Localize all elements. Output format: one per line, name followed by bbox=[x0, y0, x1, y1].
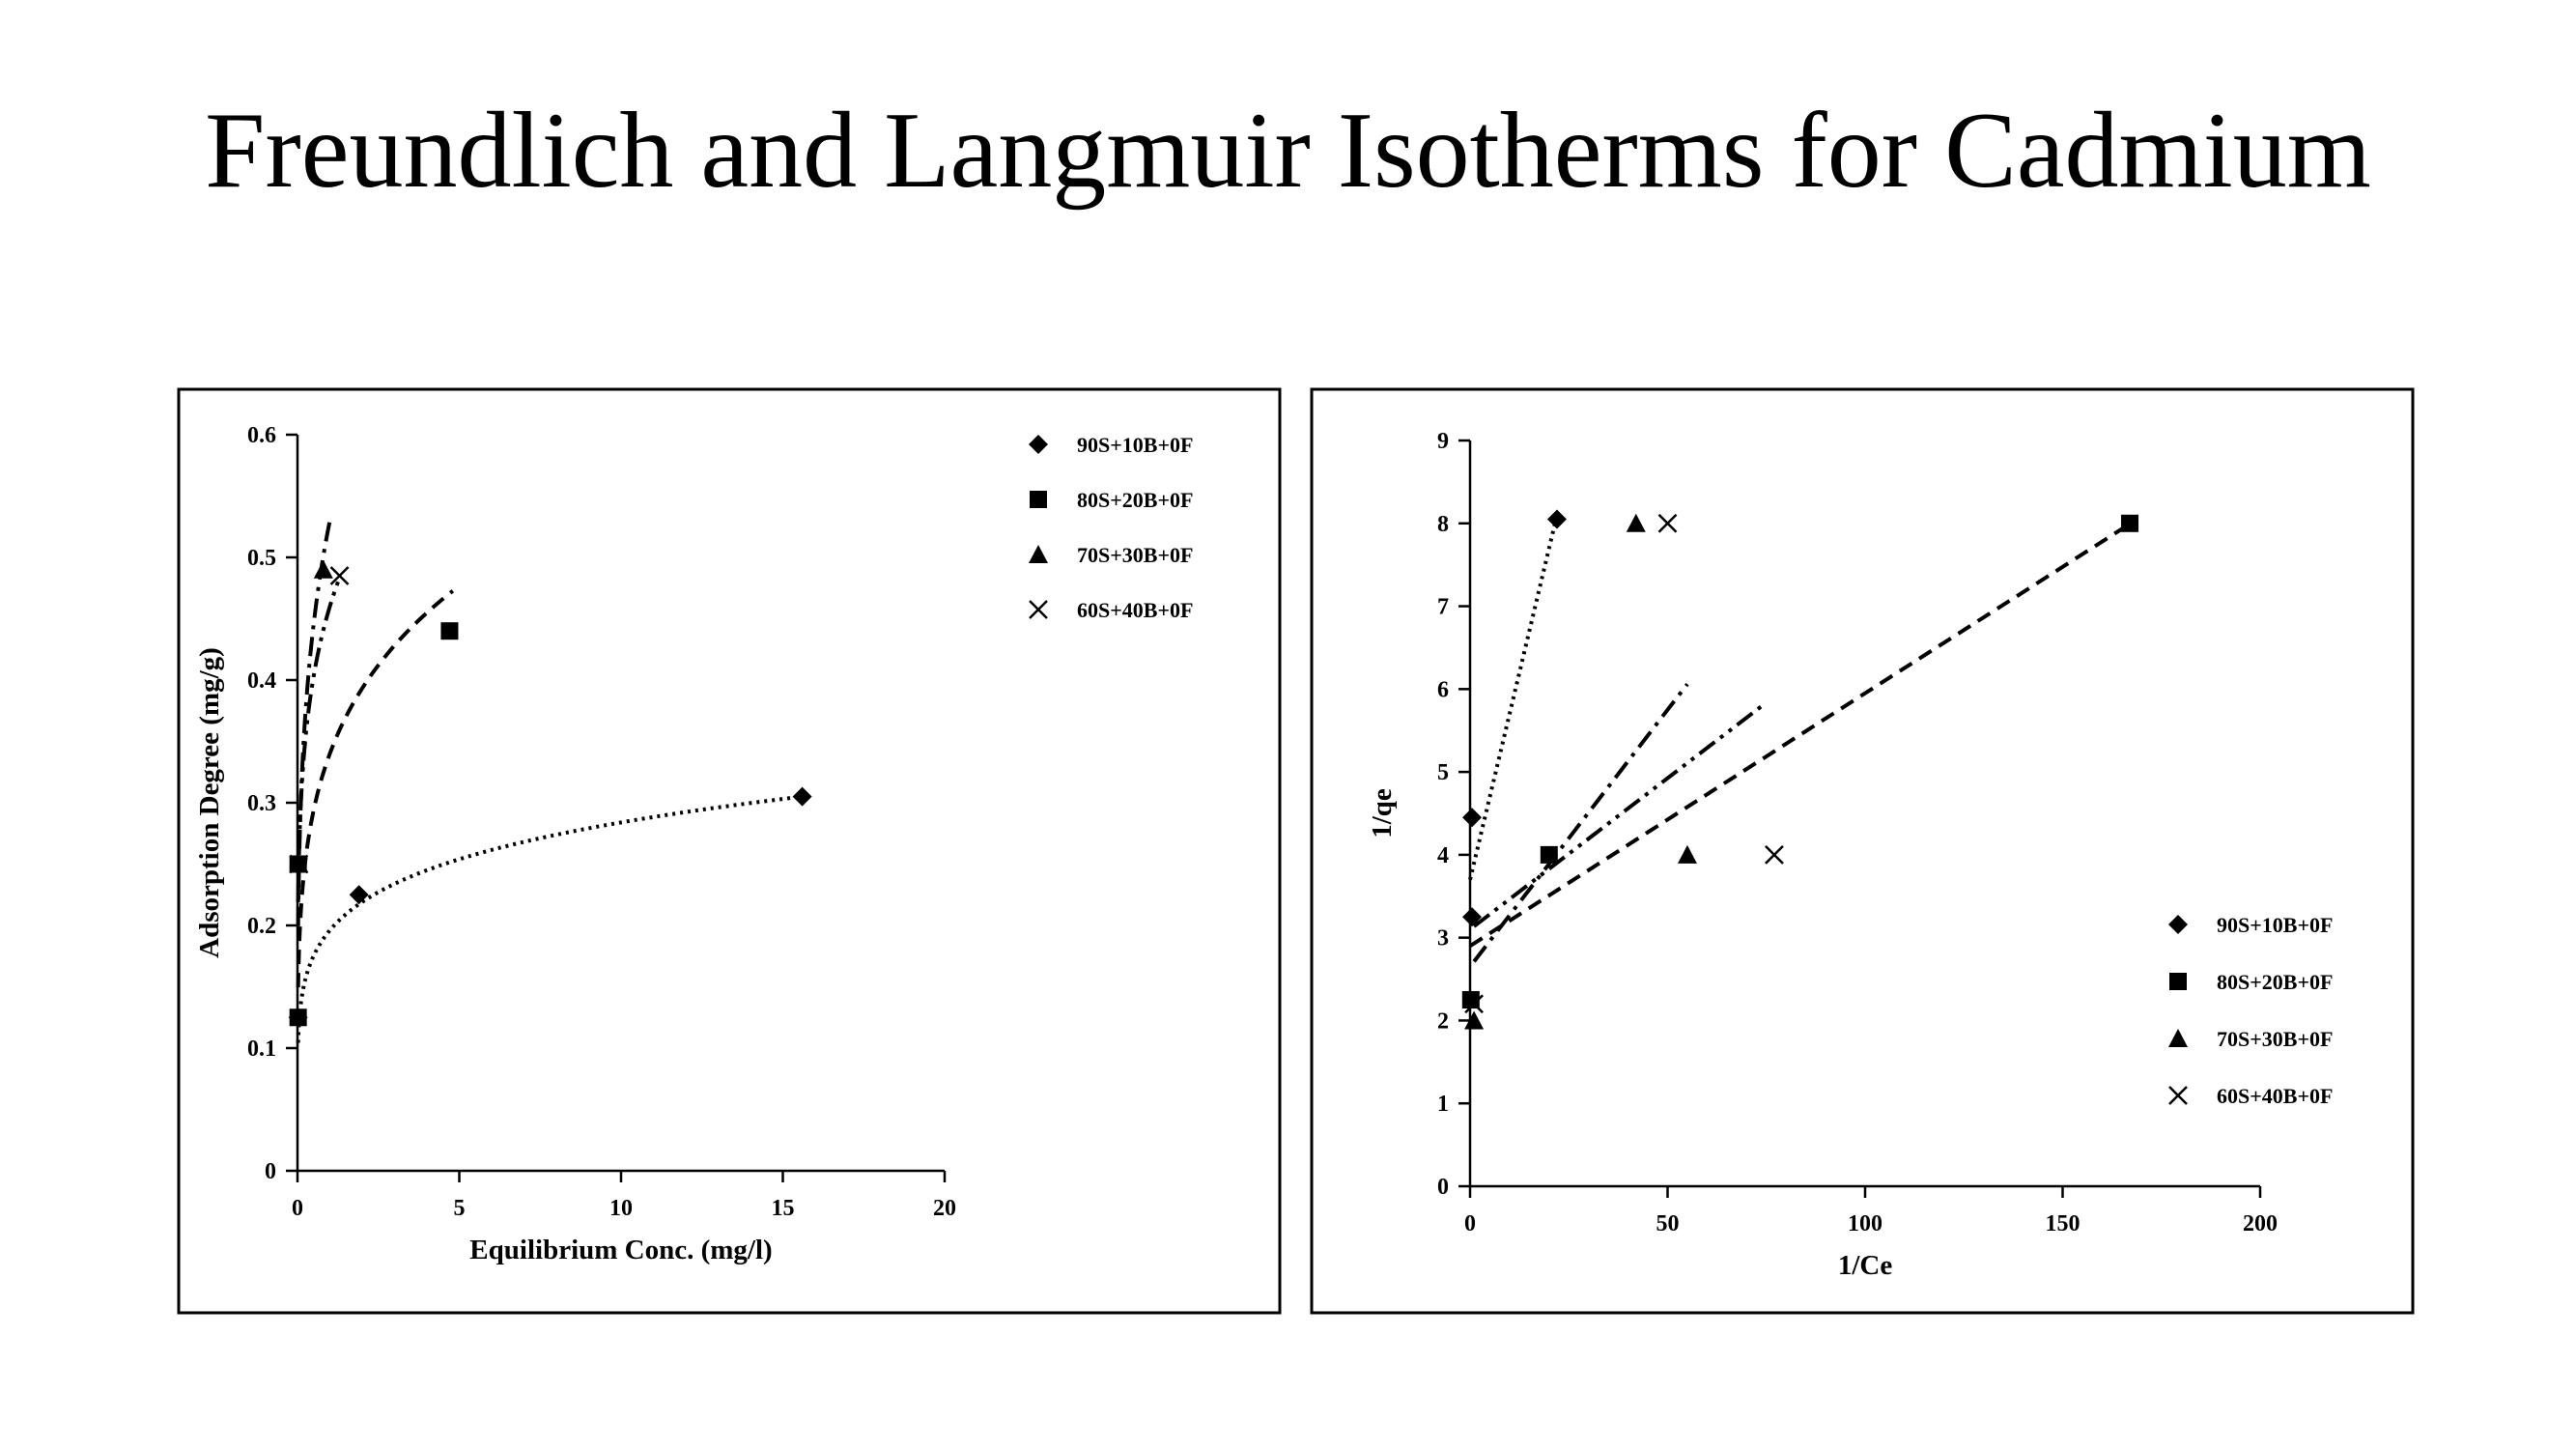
legend-label: 70S+30B+0F bbox=[1077, 543, 1193, 567]
legend-marker bbox=[1029, 435, 1048, 454]
series-3 bbox=[289, 520, 333, 926]
data-point bbox=[2121, 514, 2139, 532]
legend-label: 90S+10B+0F bbox=[2217, 913, 2333, 937]
y-tick-label: 9 bbox=[1437, 429, 1449, 454]
y-axis-label: Adsorption Degree (mg/g) bbox=[194, 647, 225, 958]
series-4 bbox=[289, 566, 350, 903]
y-tick-label: 0.5 bbox=[247, 546, 276, 571]
data-point bbox=[289, 1009, 307, 1027]
legend-marker bbox=[2168, 1029, 2188, 1047]
trendline bbox=[1472, 703, 1764, 928]
x-tick-label: 0 bbox=[1464, 1211, 1476, 1236]
legend-marker bbox=[1030, 491, 1047, 508]
y-tick-label: 3 bbox=[1437, 926, 1449, 952]
legend-marker bbox=[1029, 600, 1048, 619]
y-tick-label: 0.3 bbox=[247, 791, 276, 816]
legend-label: 70S+30B+0F bbox=[2217, 1027, 2333, 1051]
x-tick-label: 5 bbox=[454, 1196, 466, 1221]
legend-marker bbox=[2168, 1086, 2188, 1105]
x-tick-label: 50 bbox=[1656, 1211, 1680, 1236]
x-tick-label: 15 bbox=[772, 1196, 795, 1221]
x-axis-label: Equilibrium Conc. (mg/l) bbox=[469, 1235, 772, 1265]
legend-label: 60S+40B+0F bbox=[1077, 598, 1193, 622]
trendline bbox=[296, 577, 342, 903]
y-tick-label: 1 bbox=[1437, 1092, 1449, 1117]
series-3 bbox=[1464, 513, 1697, 1030]
y-tick-label: 0 bbox=[265, 1159, 276, 1184]
chart-1: 0 0.1 0.2 0.3 0.4 0.5 0.6 0 5 10 15 20 Equilibrium C… bbox=[194, 423, 1193, 1265]
legend-item: 60S+40B+0F bbox=[2168, 1084, 2333, 1108]
data-point bbox=[1546, 509, 1567, 529]
series-1 bbox=[1462, 509, 1567, 927]
trendline bbox=[296, 520, 332, 926]
x-tick-label: 200 bbox=[2243, 1211, 2278, 1236]
data-point bbox=[1626, 513, 1646, 532]
legend-marker bbox=[2169, 973, 2187, 990]
x-tick-label: 0 bbox=[292, 1196, 303, 1221]
legend-label: 60S+40B+0F bbox=[2217, 1084, 2333, 1108]
x-axis-label: 1/Ce bbox=[1838, 1250, 1893, 1281]
trendline bbox=[1472, 682, 1689, 963]
legend-marker bbox=[1029, 545, 1048, 563]
series-1 bbox=[288, 786, 812, 1043]
data-point bbox=[440, 622, 459, 640]
y-tick-label: 2 bbox=[1437, 1009, 1449, 1034]
data-point bbox=[1464, 994, 1484, 1014]
data-point bbox=[1464, 1010, 1485, 1030]
legend: 90S+10B+0F 80S+20B+0F 70S+30B+0F 60S+40B+0F bbox=[1029, 433, 1193, 622]
legend: 90S+10B+0F 80S+20B+0F 70S+30B+0F 60S+40B+0F bbox=[2168, 913, 2333, 1108]
series-4 bbox=[1464, 513, 1784, 1014]
data-point bbox=[289, 854, 309, 874]
y-tick-label: 0.2 bbox=[247, 914, 276, 939]
series-2 bbox=[289, 589, 459, 1027]
legend-label: 80S+20B+0F bbox=[2217, 970, 2333, 994]
x-tick-label: 100 bbox=[1848, 1211, 1882, 1236]
y-tick-label: 0.6 bbox=[247, 423, 276, 448]
x-tick-label: 20 bbox=[933, 1196, 956, 1221]
y-axis-label: 1/qe bbox=[1367, 788, 1398, 838]
legend-item: 90S+10B+0F bbox=[1029, 433, 1193, 457]
legend-item: 80S+20B+0F bbox=[2169, 970, 2333, 994]
legend-item: 90S+10B+0F bbox=[2168, 913, 2333, 937]
data-point bbox=[329, 566, 350, 585]
x-tick-label: 150 bbox=[2046, 1211, 2081, 1236]
trendline bbox=[296, 794, 803, 1043]
trendline bbox=[1468, 522, 2132, 948]
data-point bbox=[313, 559, 333, 579]
legend-label: 80S+20B+0F bbox=[1077, 488, 1193, 512]
legend-item: 70S+30B+0F bbox=[2168, 1027, 2333, 1051]
y-tick-label: 0.4 bbox=[247, 668, 276, 694]
chart-2: 0 1 2 3 4 5 6 7 8 9 0 50 100 150 200 1/Ce 1/qe 90S+10B+0F… bbox=[1367, 429, 2333, 1281]
legend-item: 70S+30B+0F bbox=[1029, 543, 1193, 567]
trendline bbox=[296, 589, 455, 988]
y-tick-label: 0.1 bbox=[247, 1037, 276, 1062]
legend-item: 80S+20B+0F bbox=[1030, 488, 1193, 512]
y-tick-label: 7 bbox=[1437, 595, 1449, 620]
y-tick-label: 8 bbox=[1437, 512, 1449, 537]
legend-label: 90S+10B+0F bbox=[1077, 433, 1193, 457]
data-point bbox=[1462, 808, 1483, 828]
y-tick-label: 5 bbox=[1437, 760, 1449, 785]
data-point bbox=[1657, 513, 1678, 533]
data-point bbox=[792, 786, 812, 807]
trendline bbox=[1468, 514, 1559, 881]
legend-marker bbox=[2168, 915, 2188, 934]
x-tick-label: 10 bbox=[609, 1196, 633, 1221]
y-tick-label: 6 bbox=[1437, 677, 1449, 702]
data-point bbox=[349, 885, 369, 905]
slide-title: Freundlich and Langmuir Isotherms for Ca… bbox=[205, 91, 2371, 211]
langmuir-chart-frame bbox=[1310, 387, 2415, 1315]
y-tick-label: 0 bbox=[1437, 1175, 1449, 1200]
legend-item: 60S+40B+0F bbox=[1029, 598, 1193, 622]
data-point bbox=[1765, 845, 1784, 865]
freundlich-chart-frame bbox=[177, 387, 1282, 1315]
data-point bbox=[1677, 844, 1697, 864]
y-tick-label: 4 bbox=[1437, 843, 1449, 868]
series-2 bbox=[1461, 514, 2139, 1009]
